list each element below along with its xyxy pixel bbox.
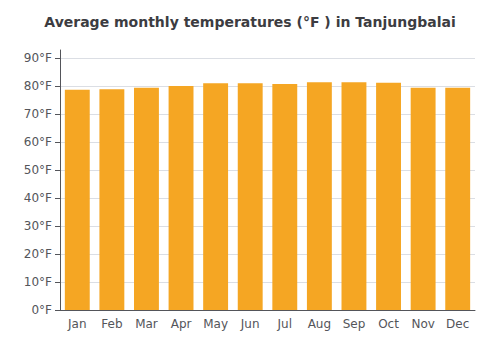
svg-text:30°F: 30°F bbox=[24, 219, 52, 233]
svg-text:Jun: Jun bbox=[240, 317, 260, 331]
svg-text:May: May bbox=[203, 317, 228, 331]
svg-text:Dec: Dec bbox=[446, 317, 469, 331]
svg-text:70°F: 70°F bbox=[24, 107, 52, 121]
svg-text:0°F: 0°F bbox=[31, 303, 52, 317]
svg-text:Apr: Apr bbox=[171, 317, 192, 331]
svg-text:Aug: Aug bbox=[308, 317, 331, 331]
svg-text:Mar: Mar bbox=[135, 317, 158, 331]
svg-text:50°F: 50°F bbox=[24, 163, 52, 177]
svg-text:Sep: Sep bbox=[343, 317, 366, 331]
svg-text:Jan: Jan bbox=[67, 317, 87, 331]
svg-text:20°F: 20°F bbox=[24, 247, 52, 261]
svg-text:90°F: 90°F bbox=[24, 51, 52, 65]
svg-text:Feb: Feb bbox=[101, 317, 122, 331]
svg-text:Oct: Oct bbox=[378, 317, 399, 331]
svg-text:80°F: 80°F bbox=[24, 79, 52, 93]
svg-text:Jul: Jul bbox=[277, 317, 292, 331]
svg-text:60°F: 60°F bbox=[24, 135, 52, 149]
svg-text:40°F: 40°F bbox=[24, 191, 52, 205]
svg-text:10°F: 10°F bbox=[24, 275, 52, 289]
svg-text:Nov: Nov bbox=[411, 317, 434, 331]
svg-text:Average monthly temperatures (: Average monthly temperatures (°F ) in Ta… bbox=[44, 14, 455, 30]
